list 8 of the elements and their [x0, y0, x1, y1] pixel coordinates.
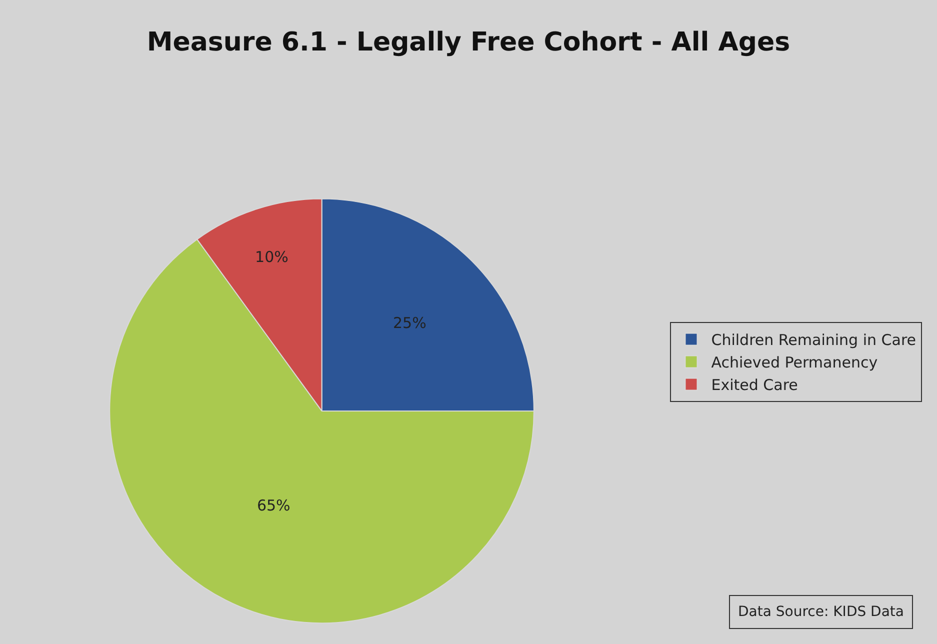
legend-label: Children Remaining in Care: [711, 331, 916, 350]
data-label: 65%: [256, 496, 290, 514]
data-label: 25%: [392, 314, 426, 332]
chart-title: Measure 6.1 - Legally Free Cohort - All Ages: [146, 27, 790, 58]
legend-label: Achieved Permanency: [711, 354, 878, 372]
legend-label: Exited Care: [711, 376, 798, 394]
data-label: 10%: [255, 248, 288, 266]
source-note: Data Source: KIDS Data: [738, 604, 904, 620]
